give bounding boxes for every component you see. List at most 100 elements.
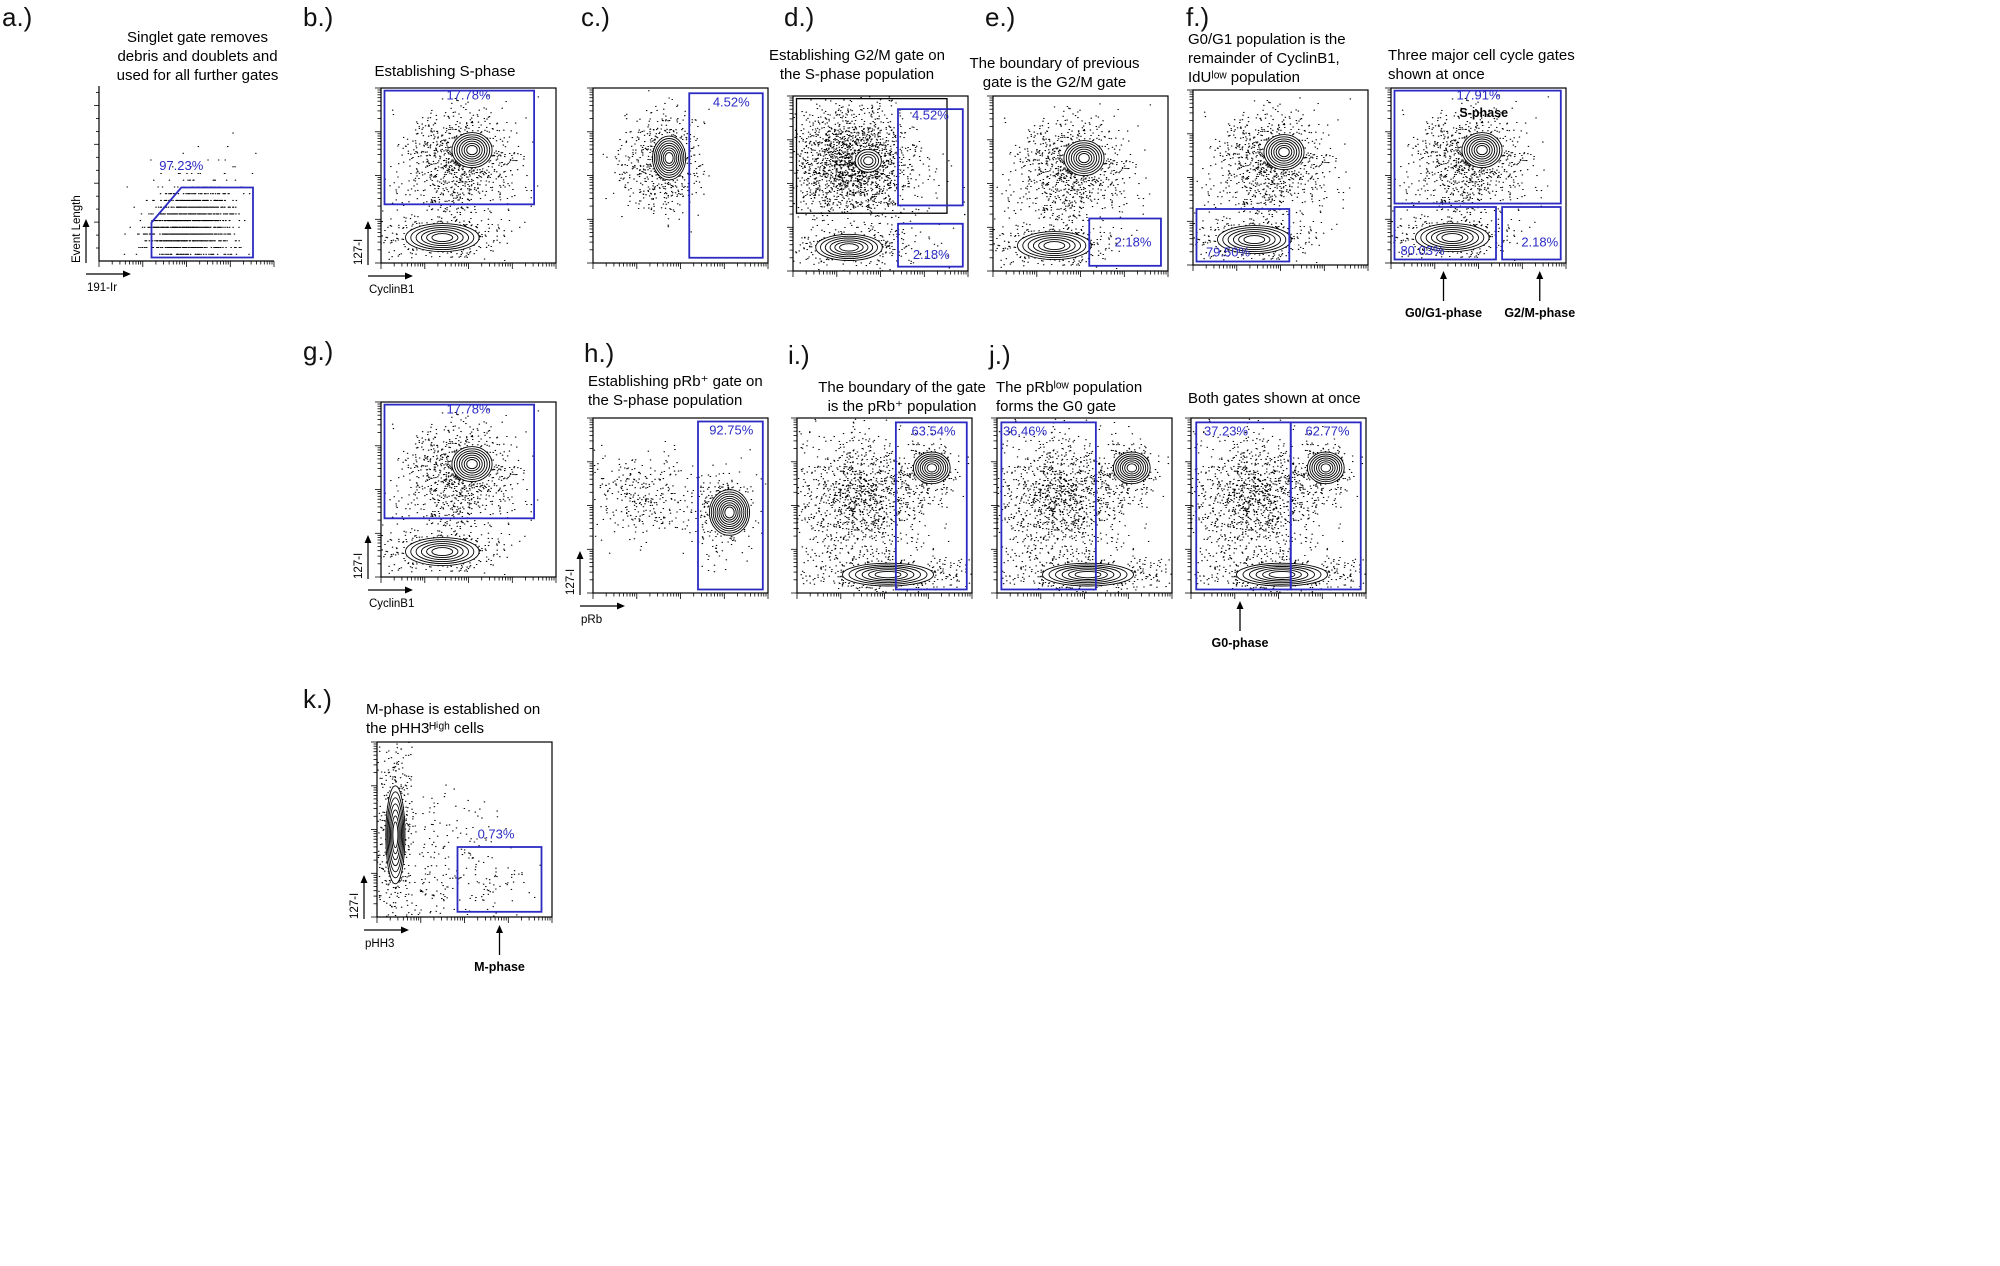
population-contour [655,140,683,176]
population-contour [820,235,878,260]
gate-percent-label: 80.03% [1400,243,1445,258]
y-axis-arrowhead-icon [576,551,584,559]
population-contour [714,495,745,530]
flow-plot-c: 4.52% [587,87,769,269]
flow-plot-b: 17.78% 127-I CyclinB1 [353,87,557,296]
population-dots [123,206,217,255]
population-contour [431,547,454,557]
population-contour [458,452,486,476]
population-contour [848,564,928,585]
population-contour [917,455,947,481]
gate [1289,421,1362,591]
flow-plot-e: 2.18% [987,95,1169,277]
panel-letter-b: b.) [303,2,334,32]
population-contour [1027,235,1081,257]
population-contour [1473,142,1491,158]
axis-arrows-icon: Event Length 191-Ir [71,195,131,294]
population-contour [1268,138,1300,166]
population-contour [391,815,400,855]
population-dots [797,418,965,583]
population-contour [863,156,874,166]
axis-arrows-icon: 127-I CyclinB1 [353,221,414,296]
panel-letter-g: g.) [303,336,334,366]
population-contour [1275,144,1293,160]
panel-letter-a: a.) [2,2,33,32]
population-contour [1466,136,1498,164]
panel-letter-d: d.) [784,2,815,32]
gate [894,421,968,591]
x-axis-label: 191-Ir [87,282,117,294]
population-contour [420,543,464,561]
panel-title-i: The boundary of the gate is the pRb⁺ pop… [818,379,986,415]
population-contour [1073,148,1095,168]
x-axis-label: CyclinB1 [369,284,414,296]
population-contour [461,454,483,474]
population-contour [1074,570,1102,579]
phase-arrow-icon: G0-phase [1212,601,1269,650]
gate [1501,206,1562,261]
population-contour [926,463,938,473]
y-axis-label: 127-I [349,893,361,919]
plot-populations [793,96,966,271]
plot-populations [1391,95,1550,262]
plot-populations [602,90,710,233]
previous-gate [795,97,948,214]
population-contour [458,138,486,162]
x-axis-arrowhead-icon [617,602,625,610]
gate [1393,89,1562,205]
population-contour [1068,144,1100,172]
population-dots [126,132,257,249]
plot-populations [1193,97,1352,264]
population-contour [824,237,874,258]
gate-percent-label: 63.54% [911,424,956,439]
x-axis-arrowhead-icon [401,926,409,934]
axis-arrows-icon: 127-I pRb [565,551,625,626]
population-contour [915,453,949,483]
population-contour [718,500,741,525]
population-contour [1115,453,1149,483]
population-contour [1117,455,1147,481]
y-axis-label: Event Length [71,195,83,263]
flow-plot-j2: 37.23% 62.77% G0-phase [1185,417,1367,650]
population-contour [426,231,459,245]
population-contour [1468,138,1496,162]
axis-ticks [375,401,557,583]
gate [897,222,964,268]
gate [688,92,764,259]
population-dots [997,418,1165,583]
population-contour [415,541,469,563]
axis-arrows-icon: 127-I pHH3 [349,875,409,950]
population-contour [839,243,859,252]
population-dots [420,846,536,917]
population-contour [710,491,749,534]
population-contour [456,450,488,478]
population-contour [1309,453,1343,483]
population-contour [868,569,908,580]
flow-plot-d: 4.52% 2.18% [787,95,969,277]
population-contour [829,239,869,256]
gate [383,403,536,520]
population-contour [1430,229,1474,247]
population-contour [1043,241,1066,251]
population-contour [1222,227,1287,253]
population-contour [1065,142,1103,174]
panel-title-k: M-phase is established on the pHH3ᴴⁱᵍʰ c… [366,701,541,737]
flow-plot-f1: 79.50% [1187,89,1369,271]
population-contour [390,809,401,861]
panel-title-b: Establishing S-phase [374,63,516,80]
y-axis-arrowhead-icon [364,535,372,543]
x-axis-label: pHH3 [365,938,394,950]
gate-percent-label: 37.23% [1204,424,1249,439]
phase-arrow-icon: G0/G1-phase [1405,271,1482,320]
y-axis-label: 127-I [565,569,577,595]
panel-title-h: Establishing pRb⁺ gate on the S-phase po… [588,373,763,409]
plot-populations [797,418,972,593]
population-contour [1420,225,1485,251]
flow-plot-j1: 36.46% [991,417,1173,599]
phase-arrow-icon: G2/M-phase [1504,271,1575,320]
population-contour [724,506,735,519]
population-contour [860,153,877,168]
population-contour [466,145,478,156]
axis-ticks [375,87,557,269]
